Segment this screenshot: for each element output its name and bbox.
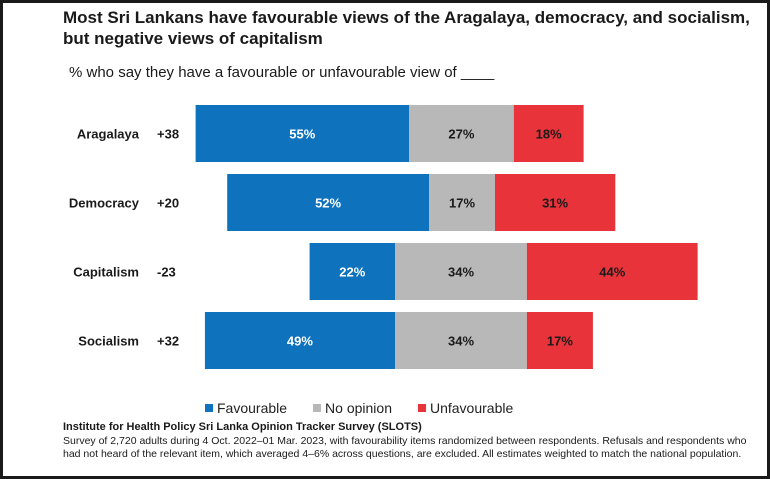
- bar-democracy-unfavourable: [495, 174, 616, 231]
- net-score-socialism: +32: [157, 334, 179, 349]
- legend-swatch-favourable: [205, 404, 213, 412]
- category-label-capitalism: Capitalism: [73, 265, 139, 280]
- bar-capitalism-favourable: [309, 243, 395, 300]
- data-label-aragalaya-favourable: 55%: [289, 127, 315, 142]
- data-label-capitalism-favourable: 22%: [339, 265, 365, 280]
- legend: Favourable No opinion Unfavourable: [205, 400, 513, 416]
- bar-aragalaya-unfavourable: [513, 105, 584, 162]
- data-label-aragalaya-unfavourable: 18%: [536, 127, 562, 142]
- bar-socialism-favourable: [204, 312, 395, 369]
- stacked-bar-chart: Aragalaya +38 55% 27% 18% Democracy +20 52% 17% 3…: [69, 105, 698, 369]
- data-label-socialism-no-opinion: 34%: [448, 334, 474, 349]
- legend-item-favourable: Favourable: [205, 400, 287, 416]
- bar-socialism-unfavourable: [526, 312, 593, 369]
- bar-aragalaya-no-opinion: [409, 105, 514, 162]
- net-score-democracy: +20: [157, 196, 179, 211]
- legend-swatch-no-opinion: [313, 404, 322, 412]
- chart-subtitle: % who say they have a favourable or unfa…: [69, 64, 495, 81]
- legend-swatch-unfavourable: [417, 404, 426, 412]
- bar-capitalism-no-opinion: [395, 243, 527, 300]
- methodology-note: Survey of 2,720 adults during 4 Oct. 202…: [63, 435, 747, 460]
- bar-democracy-no-opinion: [429, 174, 495, 231]
- legend-label-favourable: Favourable: [217, 400, 288, 416]
- bar-aragalaya-favourable: [195, 105, 409, 162]
- data-label-democracy-no-opinion: 17%: [449, 196, 475, 211]
- bar-capitalism-unfavourable: [526, 243, 698, 300]
- bar-socialism-no-opinion: [395, 312, 527, 369]
- bar-democracy-favourable: [227, 174, 429, 231]
- legend-label-no-opinion: No opinion: [325, 400, 392, 416]
- legend-label-unfavourable: Unfavourable: [429, 400, 514, 416]
- category-label-democracy: Democracy: [69, 196, 140, 211]
- data-label-democracy-unfavourable: 31%: [542, 196, 568, 211]
- legend-item-no-opinion: No opinion: [313, 400, 392, 416]
- chart-title: Most Sri Lankans have favourable views o…: [63, 8, 750, 48]
- net-score-aragalaya: +38: [157, 127, 179, 142]
- net-score-capitalism: -23: [157, 265, 176, 280]
- data-label-capitalism-unfavourable: 44%: [599, 265, 625, 280]
- data-label-socialism-favourable: 49%: [287, 334, 313, 349]
- category-label-aragalaya: Aragalaya: [77, 127, 140, 142]
- legend-item-unfavourable: Unfavourable: [417, 400, 514, 416]
- data-label-aragalaya-no-opinion: 27%: [448, 127, 474, 142]
- source-line: Institute for Health Policy Sri Lanka Op…: [63, 421, 422, 433]
- data-label-socialism-unfavourable: 17%: [547, 334, 573, 349]
- data-label-democracy-favourable: 52%: [315, 196, 341, 211]
- data-label-capitalism-no-opinion: 34%: [448, 265, 474, 280]
- category-label-socialism: Socialism: [78, 334, 139, 349]
